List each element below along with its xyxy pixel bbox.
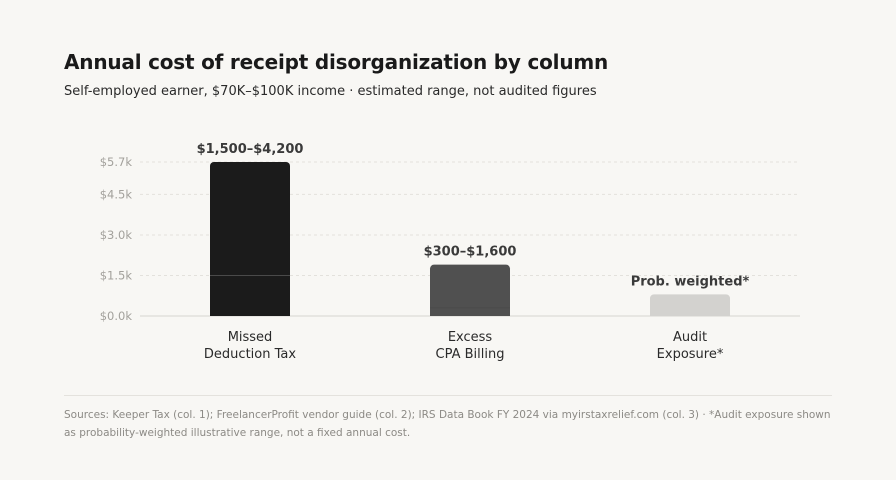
chart-title: Annual cost of receipt disorganization b…: [64, 50, 609, 74]
bar: [430, 264, 510, 316]
chart-subtitle: Self-employed earner, $70K–$100K income …: [64, 84, 597, 99]
y-tick-label: $4.5k: [100, 187, 133, 201]
bar: [210, 162, 290, 316]
bar: [650, 294, 730, 316]
bar-base: [650, 311, 730, 316]
sources-note: Sources: Keeper Tax (col. 1); Freelancer…: [64, 409, 831, 439]
bar-data-label: $300–$1,600: [424, 245, 517, 260]
x-category-label: Exposure*: [657, 347, 724, 362]
y-tick-label: $1.5k: [100, 268, 133, 282]
footer-divider: [64, 395, 832, 396]
x-category-label: Deduction Tax: [204, 347, 296, 362]
y-tick-label: $5.7k: [100, 155, 133, 169]
bar-base: [210, 311, 290, 316]
x-category-label: Audit: [673, 330, 707, 345]
x-category-label: Missed: [228, 330, 273, 345]
bar-data-label: Prob. weighted*: [631, 274, 750, 289]
bar-base: [430, 311, 510, 316]
bar-chart: $0.0k $1.5k $3.0k $4.5k $5.7k $1,500–$4,200 Mi…: [100, 142, 800, 362]
y-tick-label: $0.0k: [100, 309, 133, 323]
x-category-label: CPA Billing: [436, 347, 505, 362]
y-tick-label: $3.0k: [100, 228, 133, 242]
bar-data-label: $1,500–$4,200: [197, 142, 304, 157]
x-category-label: Excess: [448, 330, 493, 345]
